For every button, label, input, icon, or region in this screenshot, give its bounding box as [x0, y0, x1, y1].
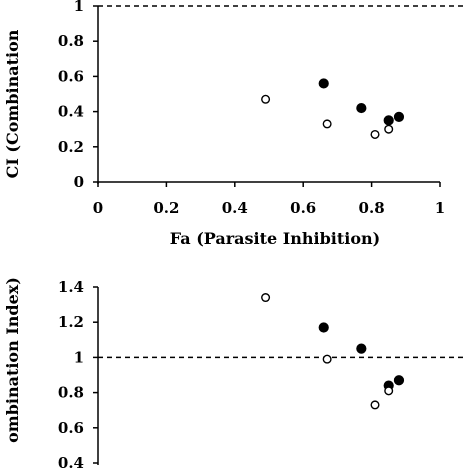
y-tick-label: 1	[74, 348, 84, 366]
x-tick-label: 0.4	[222, 199, 248, 217]
y-tick-label: 1.2	[58, 313, 84, 331]
y-tick-label: 1	[74, 0, 84, 15]
y-tick-label: 0.6	[58, 67, 84, 85]
y-tick-label: 0.2	[58, 138, 84, 156]
x-tick-label: 0.6	[290, 199, 316, 217]
open-point	[370, 400, 380, 410]
y-tick-label: 0	[74, 173, 84, 191]
filled-point	[383, 115, 394, 126]
bottom-chart: 0.4 0.6 0.8 1 1.2 1.4 ombination Index)	[3, 277, 466, 472]
y-tick-label: 1.4	[58, 278, 84, 296]
x-tick-label: 0.2	[153, 199, 179, 217]
y-tick-label: 0.8	[58, 32, 84, 50]
x-tick-label: 1	[435, 199, 445, 217]
y-axis-label: ombination Index)	[3, 277, 22, 443]
y-tick-label: 0.6	[58, 419, 84, 437]
top-chart: 0 0.2 0.4 0.6 0.8 1 0 0.2 0.4 0.6 0.8 1 CI (Combinat…	[3, 0, 466, 248]
filled-point	[318, 322, 329, 333]
filled-point	[356, 343, 367, 354]
x-tick-label: 0.8	[359, 199, 385, 217]
open-point	[322, 119, 332, 129]
open-point	[384, 124, 394, 134]
filled-point	[318, 78, 329, 89]
x-tick-label: 0	[93, 199, 103, 217]
y-tick-label: 0.4	[58, 103, 84, 121]
filled-point	[393, 375, 405, 386]
open-point	[261, 293, 271, 303]
open-point	[322, 354, 332, 364]
y-tick-label: 0.8	[58, 384, 84, 402]
x-axis-label: Fa (Parasite Inhibition)	[170, 229, 380, 248]
open-point	[261, 94, 271, 104]
filled-point	[356, 102, 367, 114]
y-tick-label: 0.4	[58, 454, 84, 472]
filled-point	[393, 111, 405, 122]
y-axis-label: CI (Combination	[3, 29, 22, 178]
open-point	[384, 386, 394, 396]
open-point	[370, 129, 380, 139]
